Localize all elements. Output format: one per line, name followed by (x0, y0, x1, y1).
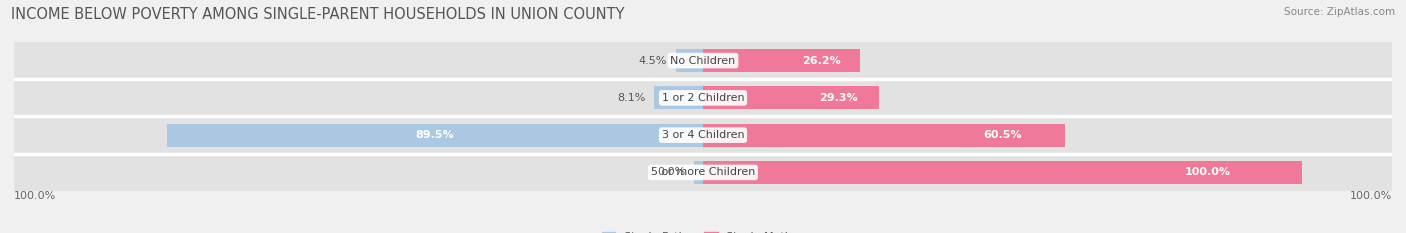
Text: INCOME BELOW POVERTY AMONG SINGLE-PARENT HOUSEHOLDS IN UNION COUNTY: INCOME BELOW POVERTY AMONG SINGLE-PARENT… (11, 7, 624, 22)
Bar (14, 79, 1392, 116)
Bar (695, 161, 703, 184)
Bar (654, 86, 703, 110)
Text: 3 or 4 Children: 3 or 4 Children (662, 130, 744, 140)
Text: 4.5%: 4.5% (638, 56, 666, 65)
Text: No Children: No Children (671, 56, 735, 65)
Text: 5 or more Children: 5 or more Children (651, 168, 755, 177)
Bar (14, 117, 1392, 154)
Legend: Single Father, Single Mother: Single Father, Single Mother (602, 232, 804, 233)
Text: 26.2%: 26.2% (803, 56, 841, 65)
Text: 100.0%: 100.0% (1350, 191, 1392, 201)
Text: 29.3%: 29.3% (818, 93, 858, 103)
Text: 89.5%: 89.5% (416, 130, 454, 140)
Bar (14, 154, 1392, 191)
Text: Source: ZipAtlas.com: Source: ZipAtlas.com (1284, 7, 1395, 17)
Bar (703, 123, 1066, 147)
Text: 8.1%: 8.1% (617, 93, 645, 103)
Text: 60.5%: 60.5% (983, 130, 1022, 140)
Bar (703, 49, 860, 72)
Bar (676, 49, 703, 72)
Bar (703, 86, 879, 110)
Text: 0.0%: 0.0% (657, 168, 685, 177)
Text: 100.0%: 100.0% (14, 191, 56, 201)
Bar (14, 42, 1392, 79)
Bar (167, 123, 703, 147)
Text: 100.0%: 100.0% (1184, 168, 1230, 177)
Bar (703, 161, 1302, 184)
Text: 1 or 2 Children: 1 or 2 Children (662, 93, 744, 103)
